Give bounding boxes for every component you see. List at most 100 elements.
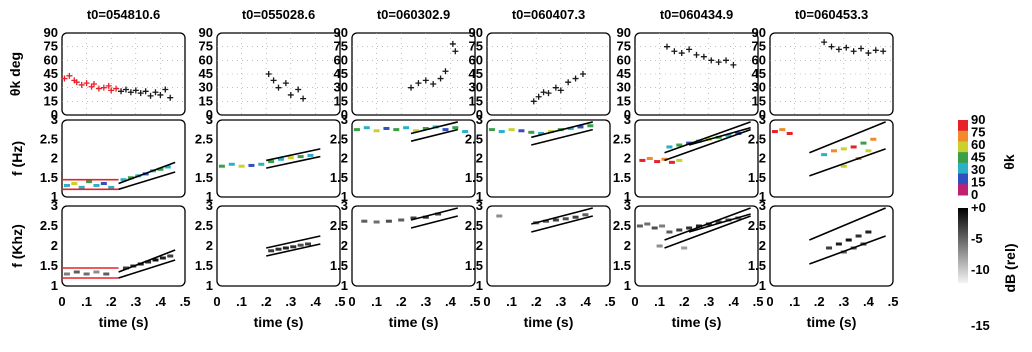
y-tick-label: 60 [469, 52, 483, 67]
colorbar-swatch [958, 120, 968, 132]
theta-point [452, 48, 459, 55]
theta-point [693, 51, 700, 58]
panel-title: t0=060407.3 [512, 7, 585, 22]
y-tick-label: 2.5 [40, 131, 58, 146]
theta-colored-point [287, 156, 294, 160]
y-tick-label: 15 [469, 93, 483, 108]
x-tick-label: .1 [371, 294, 382, 309]
y-tick-label: 1 [51, 189, 58, 204]
x-tick-label: .4 [580, 294, 592, 309]
theta-colored-point [771, 130, 778, 134]
power-point [835, 242, 842, 246]
theta-point [858, 45, 865, 52]
x-tick-label: .3 [838, 294, 849, 309]
y-tick-label: 0 [759, 107, 766, 122]
x-axis-label: time (s) [99, 314, 149, 330]
x-axis-label: time (s) [807, 314, 857, 330]
power-point [275, 247, 282, 251]
y-tick-label: 90 [617, 25, 631, 40]
x-tick-label: .3 [130, 294, 141, 309]
y-tick-label: 30 [752, 80, 766, 95]
theta-colored-point [850, 145, 857, 149]
colorbar-tick: 30 [971, 162, 985, 177]
panel-3-f_theta: 1 1.5 2 2.5 3 [330, 112, 476, 204]
panel-5-f_power: 1 1.5 2 2.5 3 [613, 198, 759, 293]
theta-colored-point [666, 145, 673, 149]
theta-point [663, 43, 670, 50]
fit-line [664, 121, 751, 154]
fit-line [266, 148, 321, 162]
y-tick-label: 90 [752, 25, 766, 40]
y-tick-label: 2.5 [330, 131, 348, 146]
x-tick-label: .2 [396, 294, 407, 309]
y-tick-label: 60 [199, 52, 213, 67]
theta-colored-point [830, 149, 837, 153]
y-tick-label: 2 [341, 238, 348, 253]
plot-frame [351, 205, 476, 287]
y-tick-label: 1.5 [40, 258, 58, 273]
theta-point [880, 48, 887, 55]
power-point [152, 258, 159, 262]
y-tick-label: 0 [624, 107, 631, 122]
power-point [636, 224, 643, 228]
theta-point [282, 80, 289, 87]
colorbar-label: dB (rel) [1002, 244, 1018, 293]
y-tick-label: 75 [199, 39, 213, 54]
plot-frame [61, 119, 186, 198]
colorbar-tick: 75 [971, 125, 985, 140]
fit-line [118, 171, 176, 191]
theta-colored-point [676, 158, 683, 162]
y-tick-label: 2.5 [195, 218, 213, 233]
colorbar-tick: +0 [971, 200, 986, 215]
y-tick-label: 0 [476, 107, 483, 122]
theta-colored-point [248, 163, 255, 167]
x-tick-label: .2 [679, 294, 690, 309]
theta-point [557, 87, 564, 94]
y-tick-label: 75 [334, 39, 348, 54]
plot-frame [61, 205, 186, 287]
theta-colored-point [654, 160, 661, 164]
power-point [686, 226, 693, 230]
y-tick-label: 1 [476, 278, 483, 293]
theta-point [100, 84, 107, 91]
x-tick-label: .5 [605, 294, 616, 309]
x-tick-label: .2 [814, 294, 825, 309]
theta-point [132, 87, 139, 94]
theta-colored-point [100, 182, 107, 186]
theta-point [671, 48, 678, 55]
fit-line [809, 121, 886, 154]
power-point [73, 270, 80, 274]
theta-point [835, 46, 842, 53]
theta-point [142, 88, 149, 95]
fit-line [809, 235, 886, 265]
x-tick-label: .2 [531, 294, 542, 309]
y-tick-label: 60 [752, 52, 766, 67]
power-point [676, 228, 683, 232]
theta-colored-point [258, 162, 265, 166]
theta-point [530, 98, 537, 105]
theta-point [265, 71, 272, 77]
fit-line [118, 259, 176, 279]
theta-point [437, 75, 444, 82]
power-point [63, 272, 70, 276]
y-tick-label: 3 [51, 112, 58, 127]
theta-point [73, 79, 80, 86]
power-point [385, 219, 392, 223]
y-tick-label: 1.5 [613, 258, 631, 273]
theta-colored-point [393, 128, 400, 132]
x-tick-label: .5 [753, 294, 764, 309]
x-tick-label: .3 [285, 294, 296, 309]
theta-point [287, 91, 294, 98]
y-tick-label: 2 [51, 238, 58, 253]
theta-colored-point [422, 126, 429, 130]
power-point [290, 245, 297, 249]
y-tick-label: 0 [341, 107, 348, 122]
y-tick-label: 1 [341, 278, 348, 293]
colorbar-tick: 0 [971, 187, 978, 202]
y-tick-label: 2 [624, 238, 631, 253]
theta-point [300, 95, 307, 102]
theta-colored-point [78, 185, 85, 189]
x-tick-label: .1 [236, 294, 247, 309]
power-point [93, 270, 100, 274]
